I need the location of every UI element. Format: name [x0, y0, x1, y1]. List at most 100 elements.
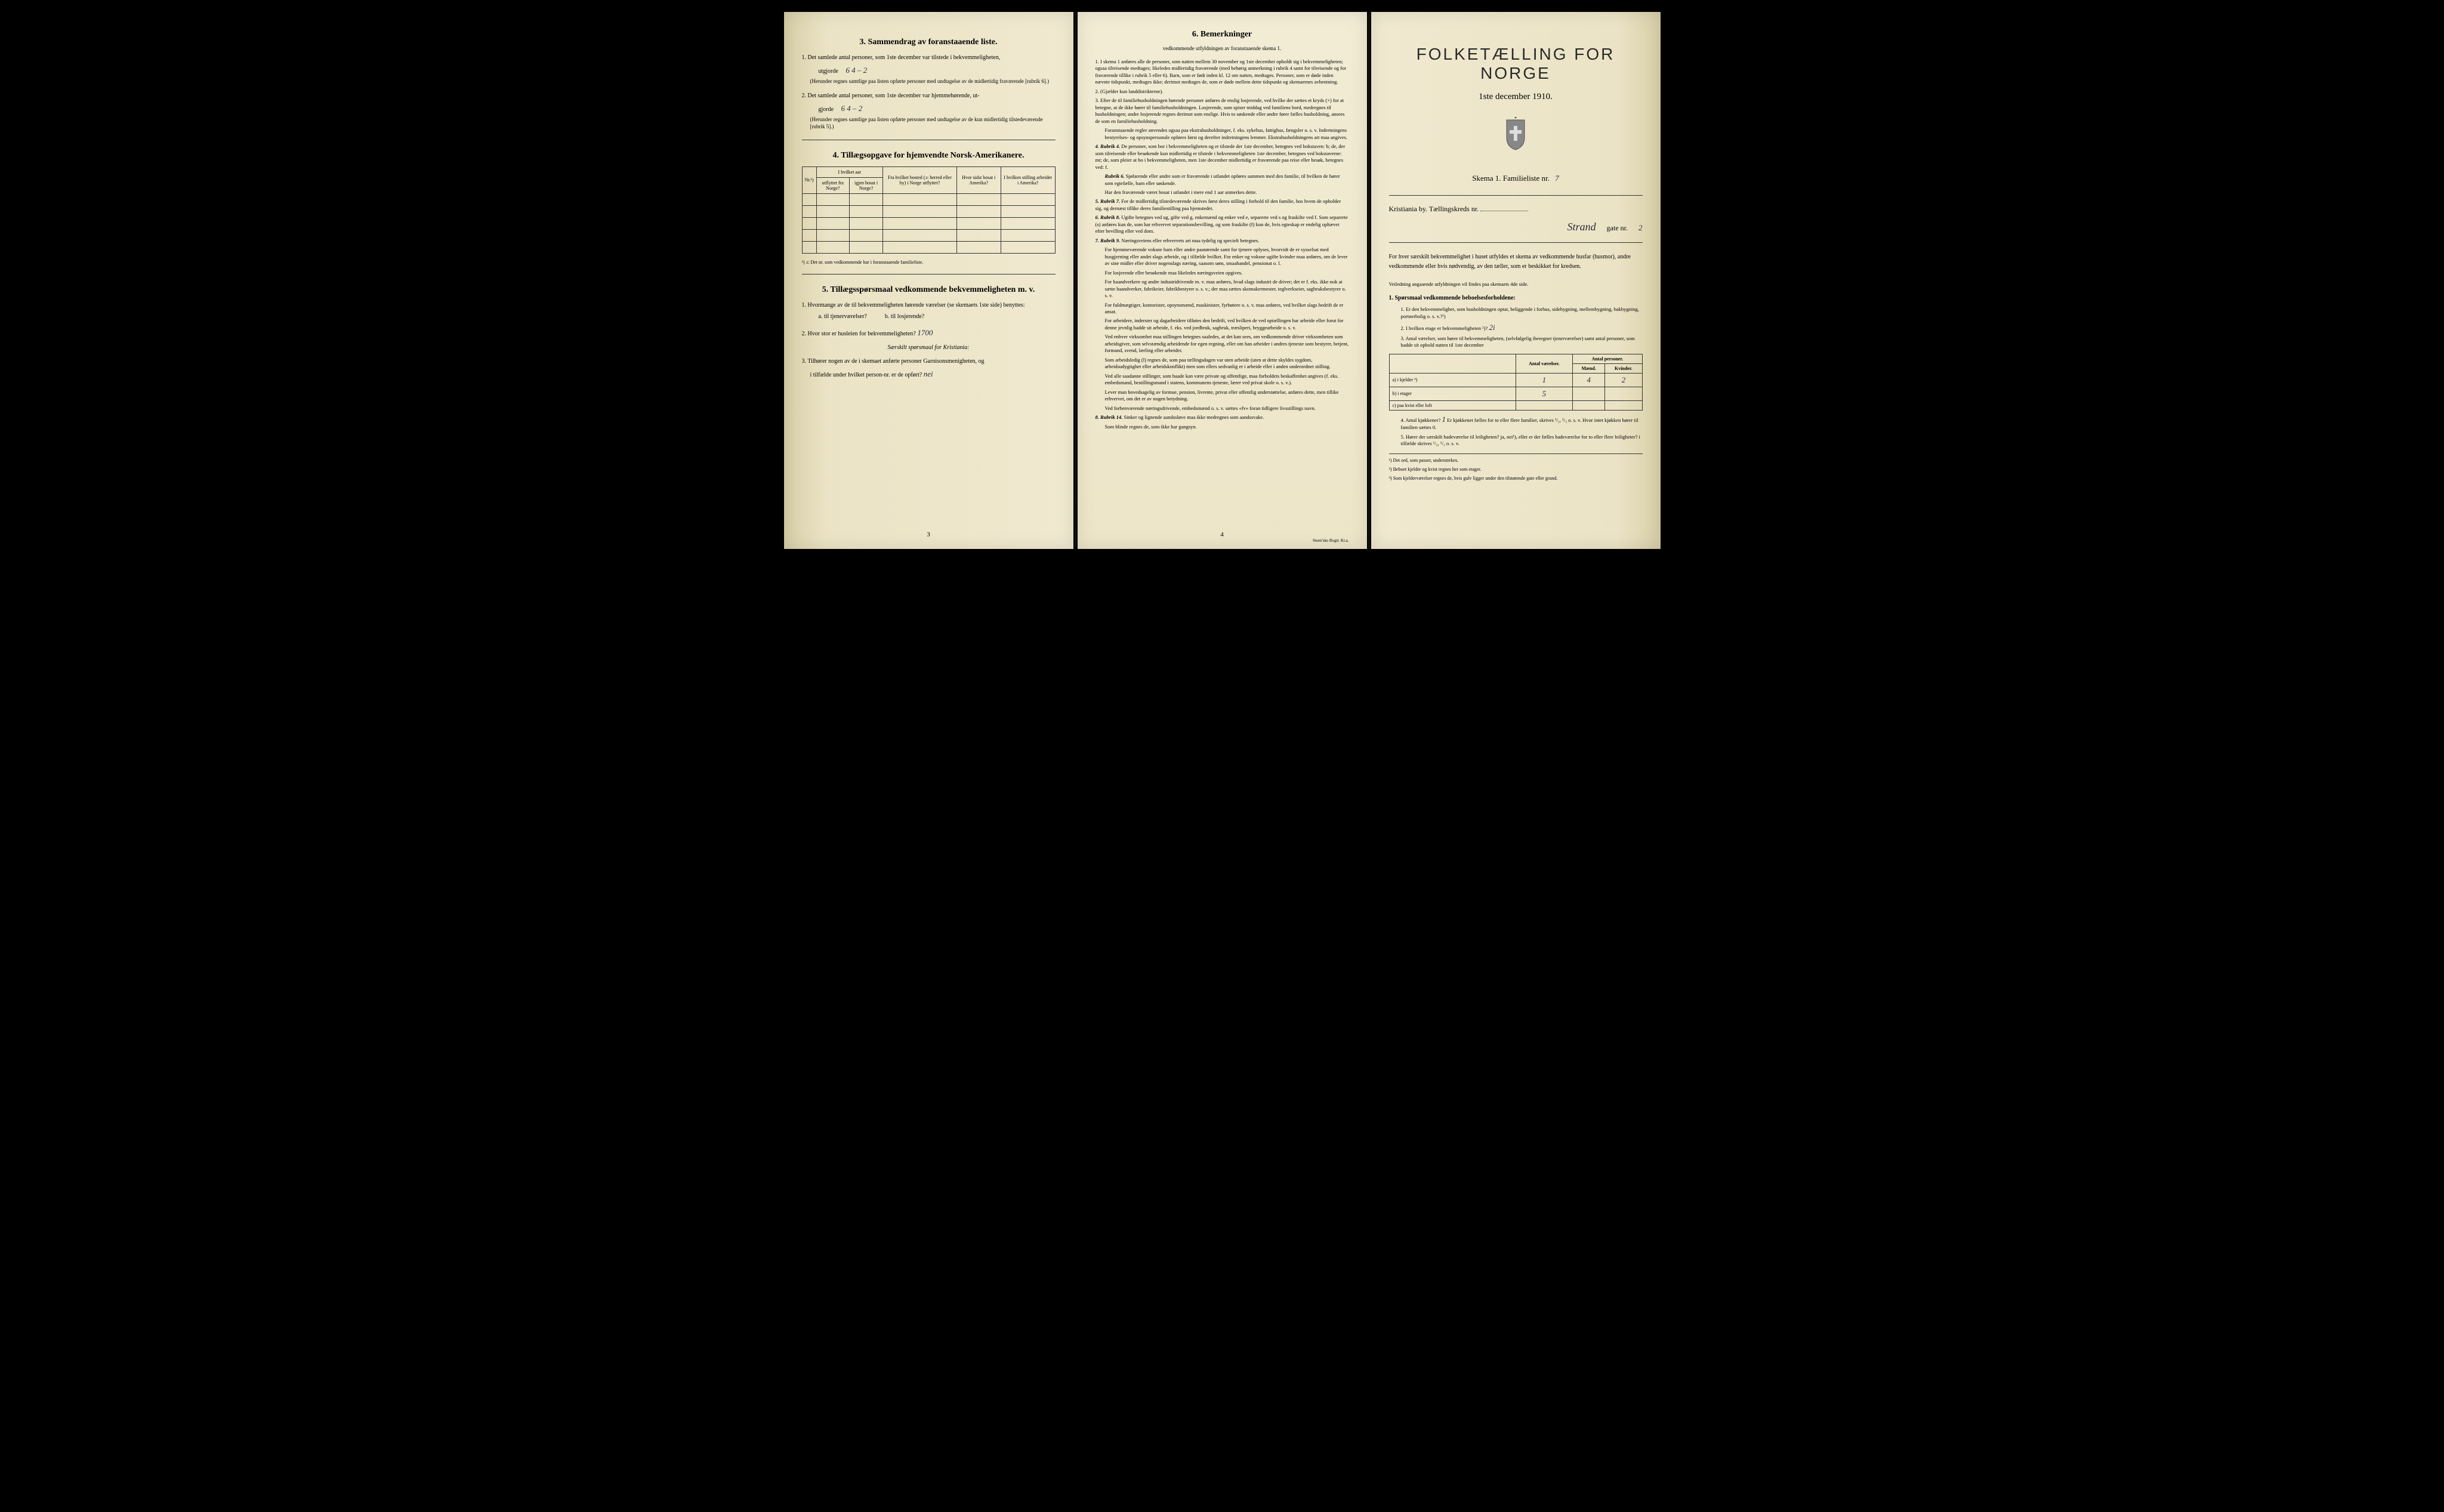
divider	[1389, 453, 1643, 454]
section-5-title: 5. Tillægsspørsmaal vedkommende bekvemme…	[802, 285, 1056, 295]
th-kvinder: Kvinder.	[1605, 363, 1642, 373]
gate-name: Strand	[1567, 221, 1596, 233]
binding-1	[1075, 12, 1076, 549]
s3-item1: 1. Det samlede antal personer, som 1ste …	[802, 53, 1056, 62]
q2-value: 2i	[1489, 323, 1495, 332]
q1: 1. Er den bekvemmelighet, som husholdnin…	[1389, 306, 1643, 320]
s5-item3-value: nei	[924, 369, 933, 378]
s6-item4b: Rubrik 6. Sjøfarende eller andre som er …	[1096, 173, 1349, 187]
s6-item7-p6: Ved enhver virksomhet maa stillingen bet…	[1096, 334, 1349, 354]
section-3-title: 3. Sammendrag av foranstaaende liste.	[802, 38, 1056, 47]
s6-item1: 1. I skema 1 anføres alle de personer, s…	[1096, 58, 1349, 86]
s5-item2: 2. Hvor stor er husleien for bekvemmelig…	[802, 327, 1056, 339]
s6-item8: 8. Rubrik 14. Sinker og lignende aandssl…	[1096, 414, 1349, 421]
s6-item8-cont: Som blinde regnes de, som ikke har gangs…	[1096, 424, 1349, 430]
skema-line: Skema 1. Familieliste nr. 7	[1389, 174, 1643, 183]
page-number-3: 3	[927, 531, 930, 538]
s3-item2-note: (Herunder regnes samtlige paa listen opf…	[810, 116, 1056, 131]
date-line: 1ste december 1910.	[1389, 92, 1643, 102]
th-maend: Mænd.	[1573, 363, 1605, 373]
gate-line: Strand gate nr. 2	[1389, 221, 1643, 233]
s5-item3: 3. Tilhører nogen av de i skemaet anført…	[802, 357, 1056, 366]
amerika-table: Nr.¹) I hvilket aar Fra hvilket bosted (…	[802, 166, 1056, 254]
s6-item4: 4. Rubrik 4. De personer, som bor i bekv…	[1096, 143, 1349, 171]
th-sidst: Hvor sidst bosat i Amerika?	[956, 166, 1001, 193]
s6-item7-p10: Ved forhenværende næringsdrivende, embed…	[1096, 405, 1349, 412]
th-antal: Antal værelser.	[1516, 354, 1573, 373]
page-front: FOLKETÆLLING FOR NORGE 1ste december 191…	[1371, 12, 1661, 549]
kristiania-line: Kristiania by. Tællingskreds nr.	[1389, 205, 1643, 214]
s6-item7-p7: Som arbeidsledig (l) regnes de, som paa …	[1096, 357, 1349, 371]
table-row	[802, 229, 1055, 241]
main-title: FOLKETÆLLING FOR NORGE	[1389, 45, 1643, 83]
th-igjen: igjen bosat i Norge?	[849, 177, 882, 193]
divider	[1389, 195, 1643, 196]
s5-italic: Særskilt spørsmaal for Kristiania:	[802, 344, 1056, 351]
s6-item7-p1: For hjemmeværende voksne barn eller andr…	[1096, 246, 1349, 267]
s5-item1-sub: a. til tjenerværelser? b. til losjerende…	[819, 313, 1056, 320]
page-4: 6. Bemerkninger vedkommende utfyldningen…	[1078, 12, 1367, 549]
gate-nr: 2	[1638, 223, 1643, 232]
document-container: 3. Sammendrag av foranstaaende liste. 1.…	[784, 12, 1661, 549]
table-row	[802, 205, 1055, 217]
s6-item7-p4: For fuldmægtiger, kontorister, opsynsmæn…	[1096, 302, 1349, 316]
section-6-subtitle: vedkommende utfyldningen av foranstaaend…	[1096, 45, 1349, 51]
s4-footnote: ¹) ɔ: Det nr. som vedkommende har i fora…	[802, 260, 1056, 265]
s6-item7-p2: For losjerende eller besøkende maa likel…	[1096, 270, 1349, 276]
row-b-v: 5	[1516, 387, 1573, 400]
table-row	[802, 241, 1055, 253]
s6-item7-p9: Lever man hovedsagelig av formue, pensio…	[1096, 389, 1349, 403]
footnote-3: ³) Som kjelderværelser regnes de, hvis g…	[1389, 476, 1643, 481]
th-aar: I hvilket aar	[816, 166, 883, 177]
page-number-4: 4	[1220, 531, 1224, 538]
footnote-2: ²) Beboet kjelder og kvist regnes her so…	[1389, 467, 1643, 472]
table-row: b) i etager 5	[1389, 387, 1642, 400]
s6-item5: 5. Rubrik 7. For de midlertidig tilstede…	[1096, 198, 1349, 212]
s6-item3: 3. Efter de til familiehusholdningen hør…	[1096, 97, 1349, 125]
s3-item2-line2: gjorde 6 4 – 2	[819, 104, 1056, 113]
printer-mark: Steen'ske Bogtr. Kr.a.	[1313, 538, 1349, 543]
s3-item2: 2. Det samlede antal personer, som 1ste …	[802, 91, 1056, 100]
section-1-title: 1. Spørsmaal vedkommende beboelsesforhol…	[1389, 294, 1643, 303]
q2: 2. I hvilken etage er bekvemmeligheten ²…	[1389, 322, 1643, 333]
row-a-m: 4	[1573, 373, 1605, 387]
s6-item2: 2. (Gjælder kun landdistrikterne).	[1096, 88, 1349, 95]
page-3: 3. Sammendrag av foranstaaende liste. 1.…	[784, 12, 1073, 549]
row-a-k: 2	[1605, 373, 1642, 387]
s6-item7-p8: Ved alle saadanne stillinger, som baade …	[1096, 373, 1349, 387]
coat-of-arms-icon	[1389, 117, 1643, 159]
s6-item4b-cont: Har den fraværende været bosat i utlande…	[1096, 189, 1349, 196]
intro-text-2: Veiledning angaaende utfyldningen vil fi…	[1389, 281, 1643, 288]
th-nr: Nr.¹)	[802, 166, 816, 193]
room-table: Antal værelser. Antal personer. Mænd. Kv…	[1389, 354, 1643, 411]
th-personer: Antal personer.	[1573, 354, 1642, 363]
table-row: c) paa kvist eller loft	[1389, 400, 1642, 410]
s6-item7-p5: For arbeidere, inderster og dagarbeidere…	[1096, 317, 1349, 331]
s5-item3-cont: i tilfælde under hvilket person-nr. er d…	[810, 369, 1056, 379]
th-bosted: Fra hvilket bosted (ɔ: herred eller by) …	[883, 166, 957, 193]
q4: 4. Antal kjøkkener? 1 Er kjøkkenet fælle…	[1389, 414, 1643, 431]
s5-item1: 1. Hvormange av de til bekvemmeligheten …	[802, 301, 1056, 310]
th-utflyttet: utflyttet fra Norge?	[816, 177, 849, 193]
s3-item1-note: (Herunder regnes samtlige paa listen opf…	[810, 78, 1056, 85]
th-stilling: I hvilken stilling arbeidet i Amerika?	[1001, 166, 1055, 193]
table-row	[802, 193, 1055, 205]
intro-text: For hver særskilt bekvemmelighet i huset…	[1389, 252, 1643, 271]
divider	[1389, 242, 1643, 243]
q5: 5. Hører der særskilt badeværelse til le…	[1389, 434, 1643, 448]
section-6-title: 6. Bemerkninger	[1096, 30, 1349, 39]
binding-2	[1368, 12, 1370, 549]
q3: 3. Antal værelser, som hører til bekvemm…	[1389, 335, 1643, 349]
table-row: a) i kjelder ³) 1 4 2	[1389, 373, 1642, 387]
skema-value: 7	[1555, 174, 1559, 183]
s6-item3-cont: Foranstaaende regler anvendes ogsaa paa …	[1096, 127, 1349, 141]
s6-item7-p3: For haandverkere og andre industridriven…	[1096, 279, 1349, 299]
table-row	[802, 217, 1055, 229]
s3-item1-line2: utgjorde 6 4 – 2	[819, 66, 1056, 75]
s6-item7: 7. Rubrik 9. Næringsveiens eller erhverv…	[1096, 237, 1349, 244]
section-4-title: 4. Tillægsopgave for hjemvendte Norsk-Am…	[802, 151, 1056, 161]
s3-item1-value: 6 4 – 2	[845, 66, 867, 75]
footnote-1: ¹) Det ord, som passer, understrekes.	[1389, 458, 1643, 463]
row-a-v: 1	[1516, 373, 1573, 387]
s5-item2-value: 1700	[917, 328, 933, 337]
